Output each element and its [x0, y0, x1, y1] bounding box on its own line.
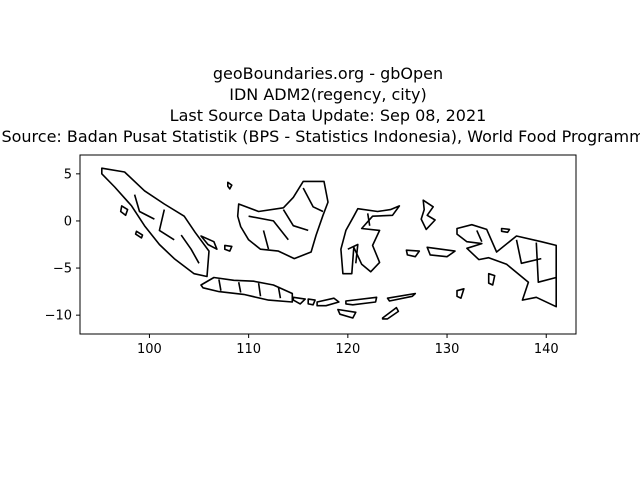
- admin-boundary-line: [218, 279, 222, 291]
- island-aru: [487, 272, 496, 286]
- y-tick-label: −10: [45, 309, 72, 324]
- island-seram: [426, 246, 456, 258]
- x-tick-label: 120: [335, 342, 360, 357]
- island-timor: [381, 306, 400, 320]
- island-natuna: [227, 181, 233, 190]
- title-line-1: geoBoundaries.org - gbOpen: [213, 64, 443, 83]
- admin-boundary-line: [257, 282, 262, 297]
- island-sumbawa: [316, 297, 340, 307]
- island-yamdena: [456, 287, 465, 300]
- island-kalimantan: [236, 180, 329, 260]
- x-tick-label: 110: [236, 342, 261, 357]
- x-tick-label: 130: [435, 342, 460, 357]
- island-halmahera: [420, 199, 436, 231]
- island-papua: [456, 223, 558, 308]
- island-sulawesi: [340, 205, 401, 275]
- title-line-2: IDN ADM2(regency, city): [229, 85, 426, 104]
- admin-boundary-line: [476, 230, 483, 243]
- island-sumba: [337, 308, 357, 319]
- island-nias: [119, 205, 129, 217]
- title-line-3: Last Source Data Update: Sep 08, 2021: [170, 106, 487, 125]
- y-tick-label: 0: [64, 214, 72, 229]
- admin-boundary-line: [262, 230, 270, 250]
- y-tick-label: 5: [64, 167, 72, 182]
- admin-boundary-line: [515, 239, 542, 265]
- admin-boundary-line: [133, 194, 155, 220]
- admin-boundary-line: [180, 234, 200, 264]
- island-biak: [500, 227, 511, 234]
- admin-boundary-line: [248, 215, 289, 241]
- island-java: [200, 276, 294, 303]
- plot-frame: [79, 154, 577, 335]
- admin-boundary-line: [535, 242, 557, 284]
- y-axis: 5 0 −5 −10: [45, 167, 80, 324]
- map-title: geoBoundaries.org - gbOpen IDN ADM2(rege…: [1, 64, 640, 146]
- island-lombok: [307, 298, 316, 306]
- island-flores: [345, 296, 378, 306]
- island-bangka: [200, 235, 218, 250]
- island-wetar-alor: [386, 292, 417, 302]
- map-layer: [101, 167, 558, 320]
- island-buru: [405, 249, 421, 258]
- admin-boundary-line: [158, 209, 175, 241]
- admin-boundary-line: [366, 213, 371, 226]
- y-tick-label: −5: [53, 262, 72, 277]
- x-tick-label: 140: [534, 342, 559, 357]
- island-sumatra: [101, 167, 210, 278]
- title-line-4: Source: Badan Pusat Statistik (BPS - Sta…: [1, 127, 640, 146]
- x-tick-label: 100: [137, 342, 162, 357]
- admin-boundary-line: [282, 209, 309, 232]
- island-belitung: [224, 244, 233, 252]
- admin-boundary-line: [347, 243, 359, 264]
- x-axis: 100 110 120 130 140: [137, 334, 559, 357]
- admin-boundary-line: [237, 282, 242, 293]
- island-siberut: [134, 230, 144, 239]
- admin-boundary-line: [277, 286, 282, 299]
- island-bali: [292, 296, 307, 305]
- admin-boundary-line: [302, 187, 324, 213]
